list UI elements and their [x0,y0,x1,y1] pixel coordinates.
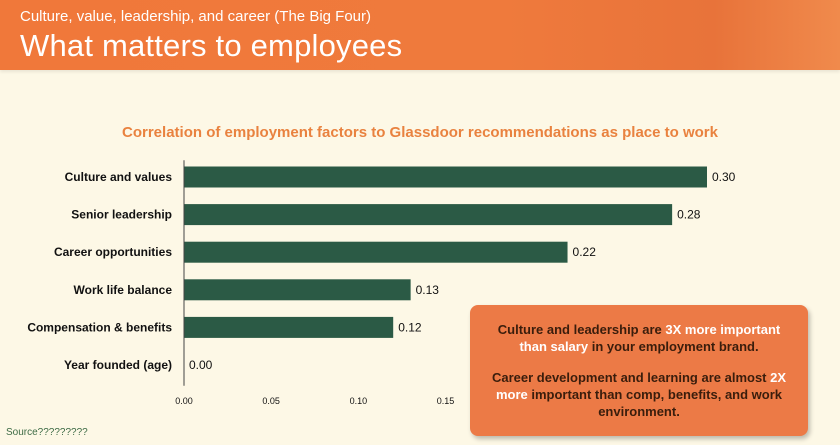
callout-text: Career development and learning are almo… [491,370,771,385]
callout-text: in your employment brand. [588,339,759,354]
category-label: Culture and values [65,170,173,184]
callout-text: important than comp, benefits, and work … [527,387,783,419]
chart-title: Correlation of employment factors to Gla… [122,124,718,141]
x-tick-label: 0.15 [437,396,455,406]
callout-paragraph-2: Career development and learning are almo… [488,369,790,420]
bar [184,166,707,188]
bar [184,279,411,301]
x-tick-label: 0.10 [350,396,368,406]
category-label: Compensation & benefits [27,320,172,334]
page-title: What matters to employees [20,28,403,63]
callout-paragraph-1: Culture and leadership are 3X more impor… [488,321,790,355]
value-label: 0.22 [573,245,597,259]
x-tick-label: 0.05 [262,396,280,406]
x-tick-label: 0.00 [175,396,193,406]
source-note: Source????????? [6,427,88,438]
value-label: 0.13 [416,283,440,297]
page-subtitle: Culture, value, leadership, and career (… [20,8,372,25]
callout-highlight: than salary [519,339,589,354]
category-label: Career opportunities [54,245,172,259]
callout-highlight: 3X more important [665,322,781,337]
category-label: Year founded (age) [64,358,172,372]
category-label: Senior leadership [71,208,172,222]
callout-box: Culture and leadership are 3X more impor… [470,305,808,436]
header-banner: Culture, value, leadership, and career (… [0,0,840,70]
callout-highlight: 2X more [495,370,787,402]
bar [184,204,673,226]
value-label: 0.30 [712,170,736,184]
value-label: 0.12 [398,320,422,334]
value-label: 0.28 [677,208,701,222]
bar [184,316,394,338]
category-label: Work life balance [74,283,173,297]
value-label: 0.00 [189,358,213,372]
bar [184,241,568,263]
callout-text: Culture and leadership are [497,322,666,337]
